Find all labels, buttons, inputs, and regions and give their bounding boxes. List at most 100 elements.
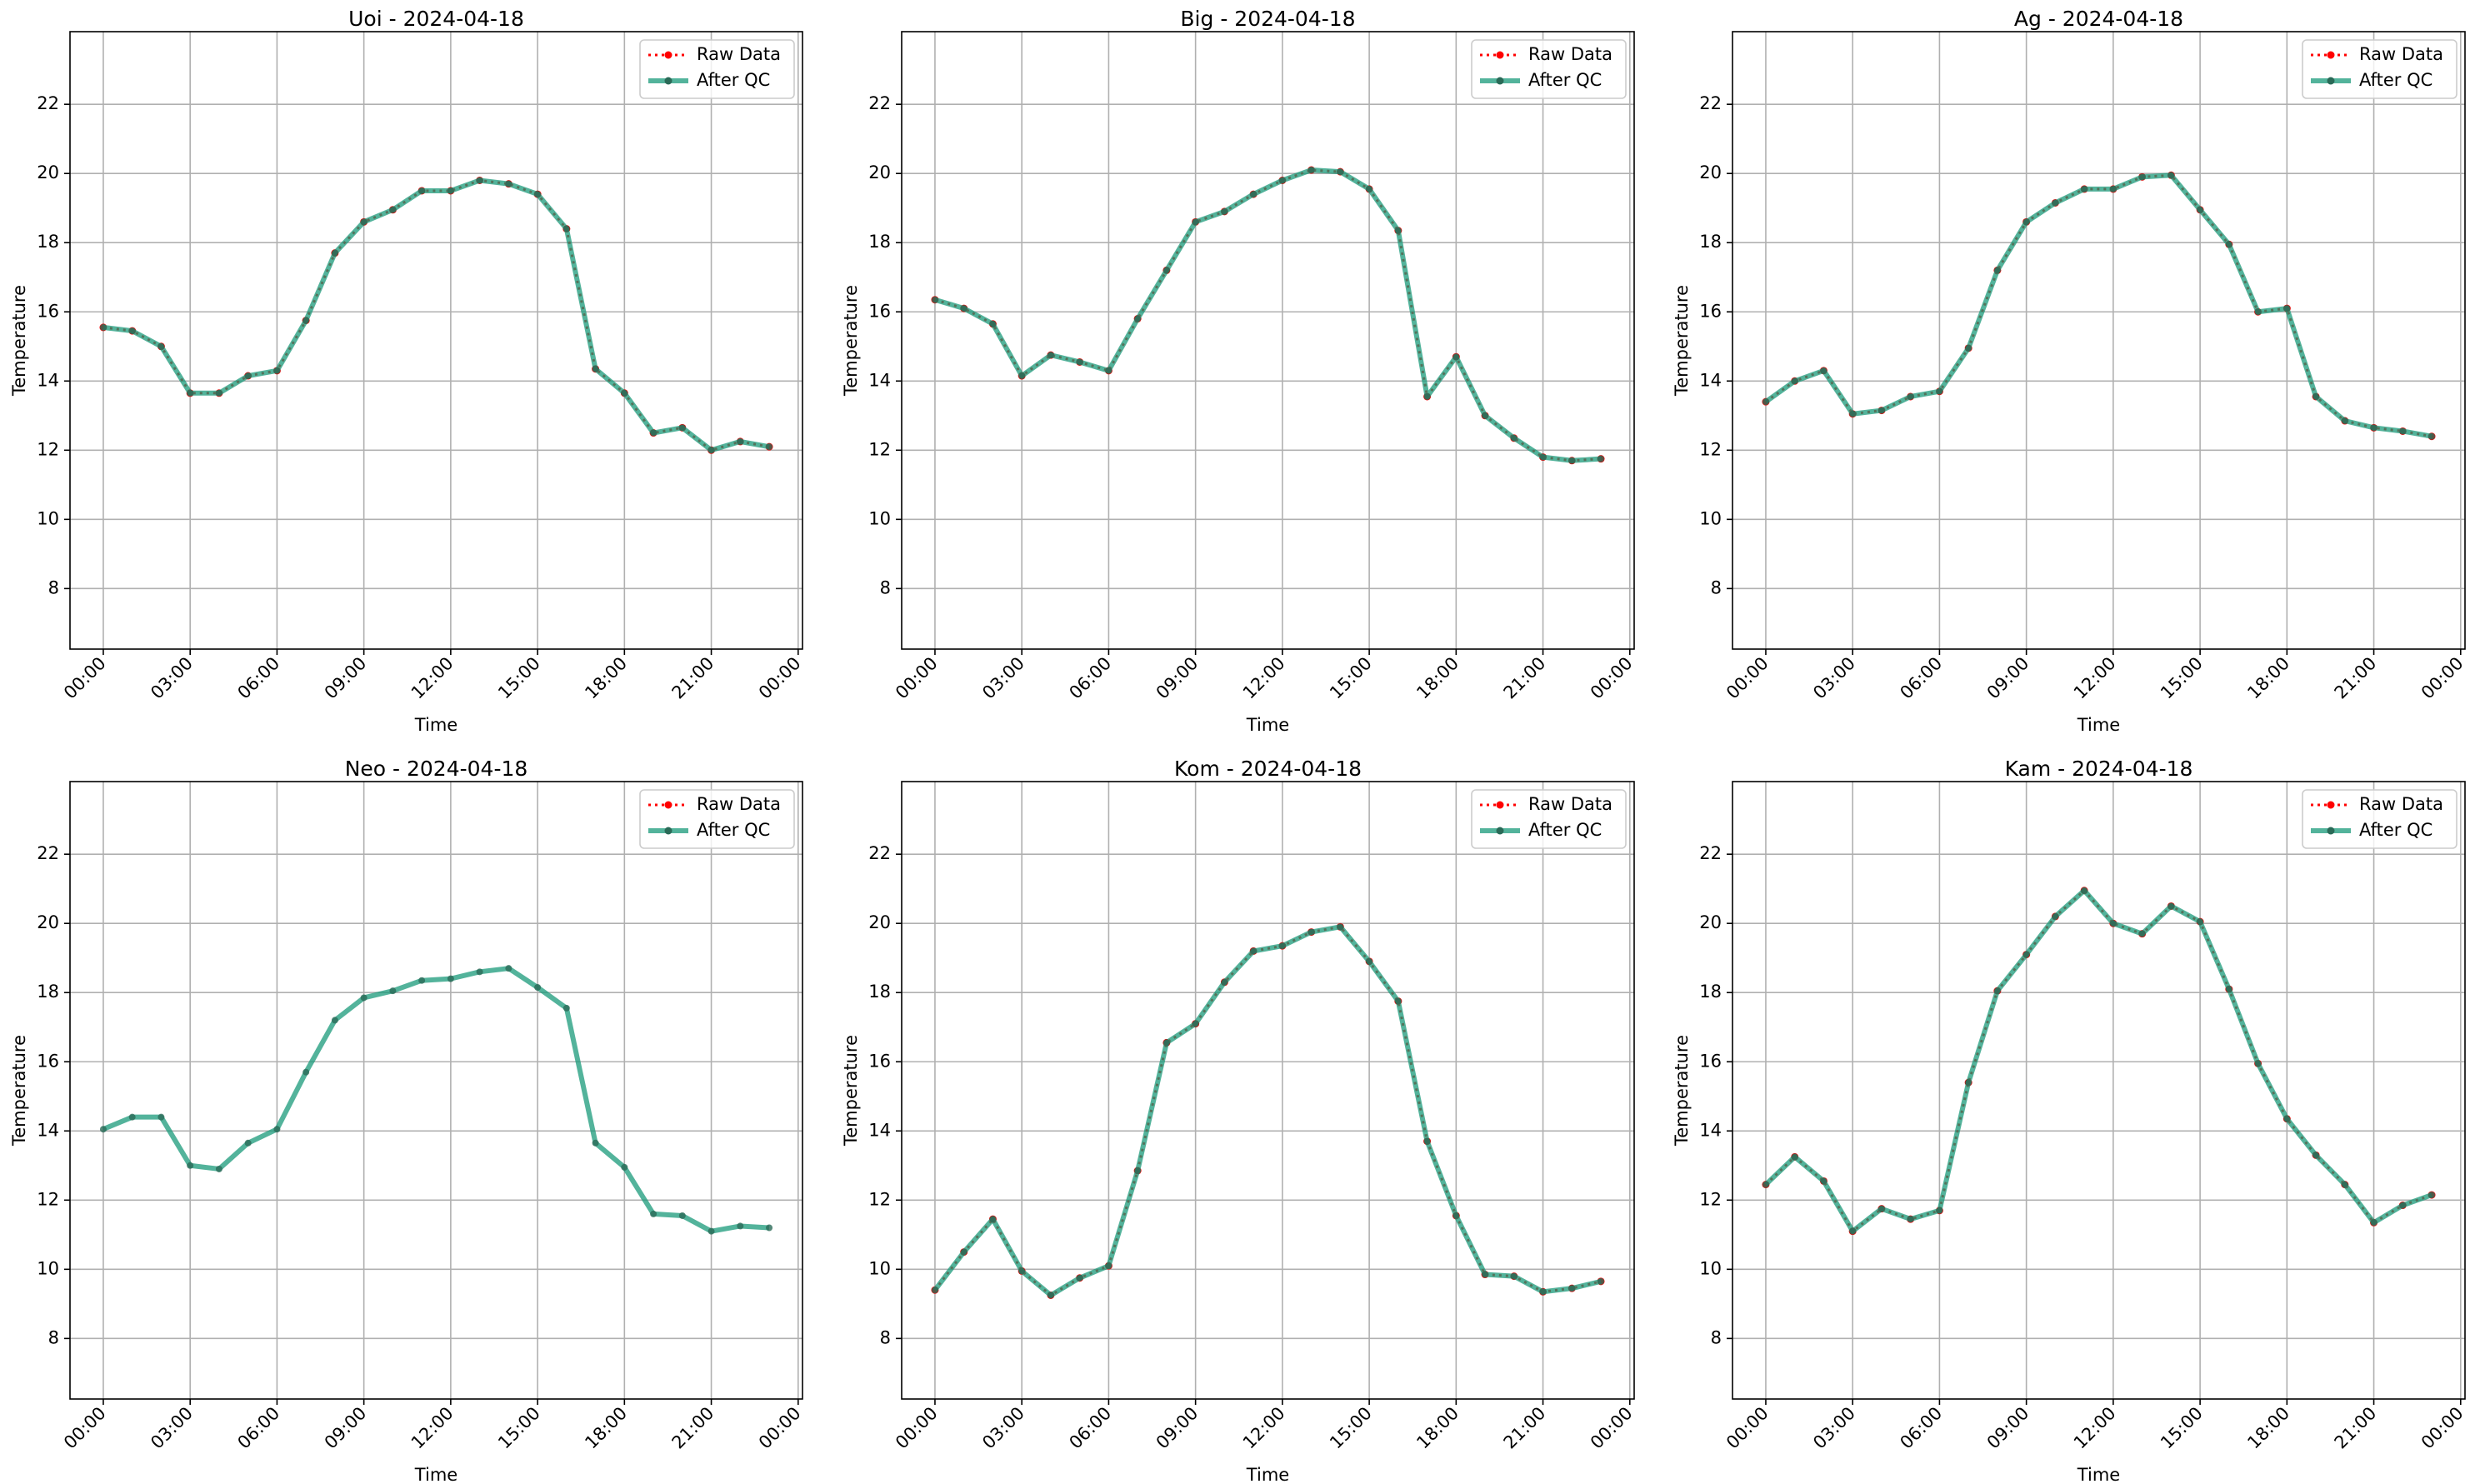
qc-point <box>592 365 599 372</box>
y-tick-label: 8 <box>1711 577 1722 597</box>
qc-point <box>2341 1181 2348 1188</box>
x-tick-label: 00:00 <box>1587 1403 1637 1453</box>
qc-point <box>2197 206 2204 213</box>
qc-point <box>2283 305 2291 312</box>
qc-point <box>158 1113 165 1121</box>
x-tick-label: 09:00 <box>1152 1403 1202 1453</box>
qc-point <box>766 443 773 451</box>
y-tick-label: 16 <box>37 301 59 321</box>
x-tick-label: 12:00 <box>408 653 458 703</box>
qc-line <box>932 924 1602 1298</box>
qc-point <box>302 1068 310 1076</box>
qc-point <box>128 327 136 335</box>
raw-line <box>934 168 1602 462</box>
qc-point <box>1105 367 1112 374</box>
y-axis-label: Temperature <box>9 285 29 397</box>
y-tick-label: 20 <box>1699 912 1722 932</box>
qc-point <box>2312 1152 2320 1159</box>
qc-point <box>1878 1205 1885 1212</box>
qc-point <box>360 994 368 1002</box>
legend-box <box>1471 39 1627 99</box>
x-tick-label: 00:00 <box>60 1403 110 1453</box>
qc-point <box>1162 1039 1170 1047</box>
y-tick-label: 22 <box>868 843 891 863</box>
subplot: 8 10 12 14 16 18 20 22 00:00 03:00 06:00 09:00 12:00… <box>9 757 805 1484</box>
y-tick-label: 18 <box>37 232 59 252</box>
qc-point <box>1394 997 1402 1005</box>
chart-title: Big - 2024-04-18 <box>1180 7 1355 31</box>
qc-point <box>1482 1271 1489 1278</box>
qc-point <box>1598 1277 1605 1285</box>
qc-point <box>1568 457 1576 464</box>
qc-point <box>1278 942 1286 950</box>
x-tick-label: 06:00 <box>1065 653 1115 703</box>
qc-point <box>99 323 107 331</box>
legend-label: Raw Data <box>2359 794 2443 814</box>
qc-point <box>1936 387 1943 395</box>
x-tick-label: 06:00 <box>233 653 283 703</box>
qc-point <box>534 191 542 198</box>
x-tick-label: 18:00 <box>581 653 631 703</box>
qc-point <box>2428 1192 2436 1199</box>
y-tick-label: 14 <box>37 370 59 390</box>
x-tick-label: 00:00 <box>2418 653 2468 703</box>
qc-point <box>331 249 338 257</box>
qc-line <box>1763 887 2433 1234</box>
qc-point <box>678 424 686 432</box>
qc-point <box>931 1287 938 1294</box>
qc-point <box>621 389 628 397</box>
x-tick-label: 06:00 <box>233 1403 283 1453</box>
qc-point <box>476 968 483 976</box>
qc-point <box>931 296 938 303</box>
y-tick-label: 14 <box>37 1120 59 1140</box>
qc-point <box>1278 177 1286 184</box>
qc-point <box>2312 392 2320 400</box>
qc-point <box>2168 172 2175 179</box>
y-tick-label: 20 <box>1699 162 1722 182</box>
qc-point <box>621 1163 628 1171</box>
legend-marker <box>664 51 672 59</box>
qc-point <box>960 305 968 312</box>
qc-point <box>2370 1219 2378 1227</box>
y-tick-label: 22 <box>1699 93 1722 113</box>
axes-frame <box>901 31 1635 650</box>
legend-label: After QC <box>697 820 770 840</box>
x-tick-label: 03:00 <box>978 1403 1028 1453</box>
y-tick-label: 16 <box>868 1051 891 1071</box>
qc-point <box>2081 185 2088 192</box>
qc-point <box>737 437 744 445</box>
x-axis-label: Time <box>1246 1465 1289 1484</box>
x-tick-label: 15:00 <box>2157 1403 2207 1453</box>
x-tick-label: 18:00 <box>2243 1403 2293 1453</box>
qc-point <box>360 218 368 226</box>
qc-point <box>128 1113 136 1121</box>
qc-point <box>476 177 483 184</box>
qc-point <box>650 1210 658 1217</box>
qc-point <box>187 389 194 397</box>
y-axis-label: Temperature <box>841 285 861 397</box>
qc-point <box>1849 410 1857 417</box>
subplot: 8 10 12 14 16 18 20 22 00:00 03:00 06:00 09:00 12:00… <box>841 7 1637 735</box>
legend: Raw Data After QC <box>2302 39 2458 99</box>
raw-line <box>933 925 1602 1297</box>
legend-label: Raw Data <box>697 44 781 64</box>
qc-point <box>1366 185 1373 192</box>
legend-box <box>639 39 795 99</box>
qc-point <box>1878 407 1885 414</box>
y-tick-label: 10 <box>1699 508 1722 528</box>
qc-point <box>1936 1207 1943 1214</box>
x-tick-label: 09:00 <box>321 653 371 703</box>
legend-label: Raw Data <box>697 794 781 814</box>
x-tick-label: 03:00 <box>147 653 197 703</box>
x-axis-label: Time <box>414 715 458 735</box>
qc-point <box>1337 923 1344 931</box>
y-tick-label: 18 <box>1699 982 1722 1002</box>
legend-marker <box>2327 77 2335 85</box>
y-tick-label: 18 <box>1699 232 1722 252</box>
qc-point <box>1162 267 1170 274</box>
x-tick-label: 09:00 <box>1983 1403 2033 1453</box>
y-tick-label: 14 <box>1699 370 1722 390</box>
chart-title: Ag - 2024-04-18 <box>2014 7 2183 31</box>
qc-point <box>1134 315 1142 322</box>
